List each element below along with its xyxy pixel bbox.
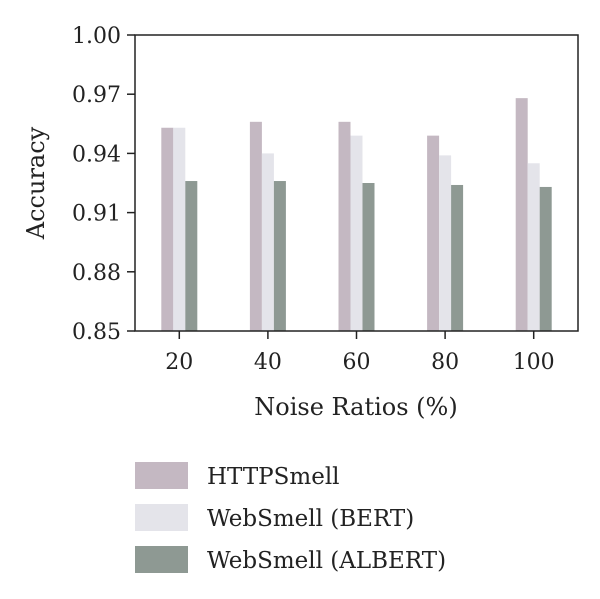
x-tick-label: 80: [431, 350, 459, 375]
legend-swatch: [135, 546, 188, 573]
bar: [249, 121, 262, 332]
legend-label: WebSmell (BERT): [207, 506, 414, 532]
x-tick-label: 60: [343, 350, 371, 375]
bar: [427, 135, 440, 331]
bar: [362, 183, 375, 331]
x-axis-label: Noise Ratios (%): [254, 393, 457, 421]
y-tick-label: 0.91: [72, 202, 121, 227]
y-tick-label: 0.94: [72, 142, 121, 167]
bars-group: [161, 98, 552, 332]
bar: [161, 127, 174, 331]
bar: [261, 153, 274, 331]
y-tick-label: 0.85: [72, 320, 121, 345]
x-tick-label: 100: [513, 350, 555, 375]
bar: [451, 184, 464, 331]
bar: [527, 163, 540, 331]
y-tick-label: 0.88: [72, 261, 121, 286]
x-tick-label: 40: [254, 350, 282, 375]
y-axis-label: Accuracy: [22, 126, 50, 240]
legend: HTTPSmell WebSmell (BERT) WebSmell (ALBERT…: [135, 462, 446, 574]
y-tick-label: 0.97: [72, 83, 121, 108]
legend-swatch: [135, 462, 188, 489]
y-axis-ticks: 0.85 0.88 0.91 0.94 0.97 1.00: [72, 24, 135, 345]
bar: [539, 186, 552, 331]
bar: [439, 155, 452, 331]
bar: [350, 135, 363, 331]
bar: [338, 121, 351, 332]
bar: [173, 127, 186, 331]
legend-swatch: [135, 504, 188, 531]
y-tick-label: 1.00: [72, 24, 121, 49]
bar: [185, 181, 198, 331]
bar: [515, 98, 528, 331]
x-axis-ticks: 20 40 60 80 100: [165, 331, 555, 375]
x-tick-label: 20: [165, 350, 193, 375]
legend-label: WebSmell (ALBERT): [207, 548, 446, 574]
bar: [273, 181, 286, 331]
legend-label: HTTPSmell: [207, 464, 340, 490]
